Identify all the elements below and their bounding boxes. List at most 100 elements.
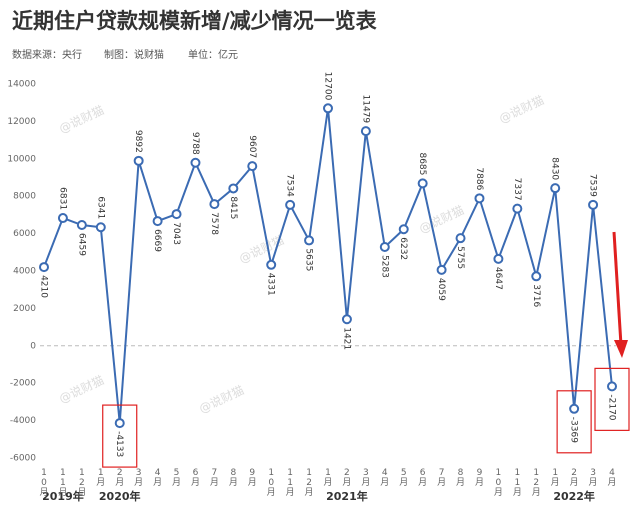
y-tick-label: 6000 [13, 229, 36, 239]
x-tick-label: 5月 [399, 468, 409, 488]
x-tick-label: 4月 [153, 468, 163, 488]
y-tick-label: 12000 [7, 117, 36, 127]
value-label: 4647 [493, 267, 503, 290]
value-label: 7578 [209, 212, 219, 235]
watermark: @说财猫 [496, 92, 546, 126]
watermark: @说财猫 [236, 232, 286, 266]
point [379, 242, 390, 253]
x-tick-label: 10月 [39, 468, 49, 498]
value-label: -4133 [114, 431, 124, 457]
point [474, 193, 485, 204]
series-line [43, 108, 613, 424]
x-tick-label: 7月 [437, 468, 447, 488]
value-label: 1421 [341, 327, 351, 350]
y-tick-label: -6000 [10, 454, 36, 464]
point [95, 222, 106, 233]
x-tick-label: 2月 [115, 468, 125, 488]
point [57, 213, 68, 224]
point [588, 199, 599, 210]
unit: 单位：亿元 [188, 48, 238, 61]
value-label: 9607 [247, 135, 257, 158]
value-label: 7534 [285, 174, 295, 197]
x-tick-label: 3月 [134, 468, 144, 488]
value-label: 3716 [531, 284, 541, 307]
value-label: 7539 [588, 174, 598, 197]
value-label: 4210 [39, 275, 49, 298]
year-label: 2019年 [42, 489, 84, 503]
point [398, 224, 409, 235]
value-label: 5755 [455, 246, 465, 269]
y-tick-label: 8000 [13, 192, 36, 202]
watermarks: @说财猫 @说财猫 @说财猫 @说财猫 @说财猫 @说财猫 [56, 92, 546, 416]
y-tick-label: 0 [30, 341, 36, 351]
x-tick-label: 11月 [285, 468, 295, 498]
x-tick-label: 3月 [361, 468, 371, 488]
highlight-box [102, 404, 138, 468]
y-tick-label: 4000 [13, 267, 36, 277]
point [550, 183, 561, 194]
value-label: 5283 [379, 255, 389, 278]
y-tick-label: -2000 [10, 379, 36, 389]
point [323, 103, 333, 114]
x-tick-label: 2月 [342, 468, 352, 488]
value-label: 4059 [436, 278, 446, 301]
x-tick-label: 8月 [228, 468, 238, 488]
x-tick-label: 12月 [531, 468, 541, 498]
point [493, 253, 504, 264]
point [417, 178, 428, 189]
x-tick-label: 10月 [493, 468, 503, 498]
point [76, 220, 87, 231]
y-tick-label: 10000 [7, 154, 36, 164]
x-tick-label: 9月 [474, 468, 484, 488]
point [436, 264, 447, 275]
x-tick-label: 4月 [607, 468, 617, 488]
x-tick-label: 8月 [456, 468, 466, 488]
point [190, 157, 201, 168]
x-tick-label: 12月 [77, 468, 87, 498]
point [512, 203, 523, 214]
year-label: 2020年 [99, 489, 141, 503]
x-tick-label: 11月 [58, 468, 68, 498]
highlight-box [594, 367, 630, 431]
x-tick-label: 2月 [569, 468, 579, 488]
chart-title: 近期住户贷款规模新增/减少情况一览表 [12, 9, 378, 33]
x-tick-label: 6月 [190, 468, 200, 488]
x-tick-label: 1月 [323, 468, 333, 488]
point [304, 235, 315, 246]
value-label: 11479 [360, 95, 370, 124]
point [171, 209, 182, 220]
watermark: @说财猫 [416, 202, 466, 236]
value-label: 5635 [304, 248, 314, 271]
watermark: @说财猫 [56, 372, 106, 406]
y-tick-label: 2000 [13, 304, 36, 314]
point [569, 403, 580, 414]
x-tick-label: 7月 [209, 468, 219, 488]
point [228, 183, 239, 194]
value-label: 7337 [512, 178, 522, 201]
y-tick-label: 14000 [7, 80, 36, 90]
watermark: @说财猫 [196, 382, 246, 416]
value-label: 6459 [76, 233, 86, 256]
point [607, 381, 617, 392]
value-label: 8685 [417, 152, 427, 175]
value-label: 12700 [323, 72, 333, 101]
value-label: 9892 [133, 130, 143, 153]
y-tick-label: -4000 [10, 416, 36, 426]
point [285, 199, 296, 210]
value-label: 8415 [228, 196, 238, 219]
arrow-shaft [612, 231, 623, 346]
x-tick-label: 5月 [172, 468, 182, 488]
point [209, 199, 220, 210]
value-label: -3369 [569, 417, 579, 443]
point [531, 271, 542, 282]
year-label: 2022年 [553, 489, 595, 503]
point [360, 126, 371, 137]
x-tick-label: 4月 [380, 468, 390, 488]
value-label: 9788 [190, 132, 200, 155]
trend-arrow [612, 231, 628, 358]
x-tick-label: 12月 [304, 468, 314, 498]
x-tick-label: 1月 [550, 468, 560, 488]
point [266, 259, 277, 270]
